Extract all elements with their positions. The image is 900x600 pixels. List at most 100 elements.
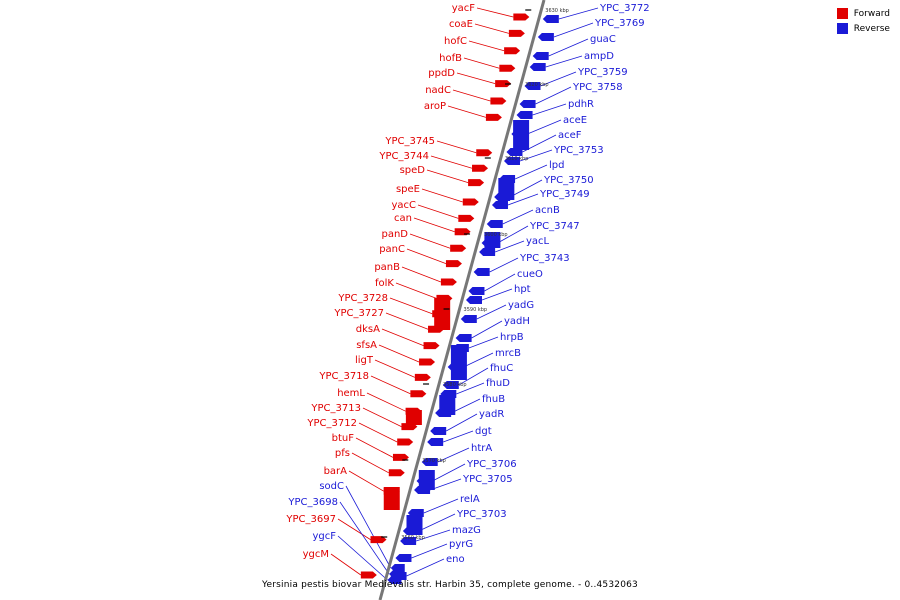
- gene-connector: [545, 55, 583, 68]
- gene-label-btuf: btuF: [332, 433, 355, 444]
- gene-label-ypc-3759: YPC_3759: [577, 67, 628, 78]
- forward-gene-glyph: [392, 453, 409, 461]
- gene-connector: [463, 57, 500, 69]
- gene-connector: [474, 23, 509, 34]
- gene-connector: [355, 437, 394, 458]
- gene-label-sfsa: sfsA: [356, 340, 377, 351]
- gene-connector: [468, 40, 505, 52]
- reverse-gene-glyph: [529, 63, 546, 71]
- gene-connector: [548, 38, 589, 57]
- gene-connector: [426, 169, 469, 183]
- gene-label-ypc-3769: YPC_3769: [594, 18, 645, 29]
- gene-connector: [514, 164, 548, 180]
- gene-connector: [366, 392, 406, 412]
- gene-connector: [381, 328, 424, 346]
- gene-label-ligt: ligT: [355, 355, 374, 366]
- gene-connector: [494, 240, 525, 253]
- gene-connector: [401, 266, 442, 283]
- gene-label-yacc: yacC: [391, 200, 416, 211]
- scale-tick-label: 3610 kbp: [505, 156, 529, 162]
- reverse-gene-glyph: [387, 576, 402, 584]
- gene-connector: [468, 336, 499, 349]
- gene-label-yadr: yadR: [479, 409, 504, 420]
- forward-gene-glyph: [450, 244, 467, 252]
- gene-label-ypc-3747: YPC_3747: [529, 221, 580, 232]
- gene-connector: [389, 297, 433, 315]
- gene-connector: [330, 553, 362, 576]
- reverse-gene-glyph: [442, 381, 459, 389]
- gene-connector: [497, 225, 529, 244]
- gene-label-ypc-3750: YPC_3750: [543, 175, 594, 186]
- gene-connector: [540, 71, 577, 87]
- gene-connector: [471, 320, 503, 339]
- gene-label-ypc-3745: YPC_3745: [384, 136, 435, 147]
- reverse-gene-glyph: [486, 220, 503, 228]
- reverse-gene-glyph: [450, 345, 467, 380]
- gene-label-folk: folK: [375, 278, 394, 289]
- gene-label-ypc-3772: YPC_3772: [599, 3, 650, 14]
- gene-label-panc: panC: [379, 244, 405, 255]
- gene-connector: [558, 7, 599, 20]
- gene-label-yadg: yadG: [508, 300, 534, 311]
- gene-connector: [385, 312, 429, 330]
- gene-label-heml: hemL: [337, 388, 365, 399]
- gene-connector: [413, 217, 455, 233]
- gene-connector: [416, 529, 451, 542]
- genome-backbone: [378, 0, 546, 600]
- gene-connector: [509, 179, 543, 198]
- reverse-gene-glyph: [395, 554, 412, 562]
- legend-forward: Forward: [836, 8, 890, 19]
- gene-connector: [489, 257, 519, 273]
- gene-connector: [411, 543, 448, 559]
- gene-connector: [348, 470, 384, 492]
- forward-gene-glyph: [419, 358, 436, 366]
- reverse-gene-glyph: [513, 120, 530, 150]
- gene-label-ypc-3718: YPC_3718: [318, 371, 369, 382]
- forward-gene-glyph: [490, 97, 507, 105]
- gene-label-acee: aceE: [563, 115, 587, 126]
- gene-label-coae: coaE: [449, 19, 473, 30]
- gene-label-ypc-3706: YPC_3706: [466, 459, 517, 470]
- gene-label-lpd: lpd: [549, 160, 564, 171]
- scale-tick-label: 3630 kbp: [545, 8, 569, 14]
- forward-gene-glyph: [485, 113, 502, 121]
- gene-connector: [337, 518, 371, 540]
- forward-gene-glyph: [360, 571, 377, 579]
- gene-label-can: can: [394, 213, 412, 224]
- gene-label-ypc-3749: YPC_3749: [539, 189, 590, 200]
- gene-connector: [406, 248, 447, 264]
- reverse-gene-glyph: [537, 33, 554, 41]
- gene-label-pyrg: pyrG: [449, 539, 473, 550]
- reverse-gene-glyph: [468, 287, 485, 295]
- gene-connector: [458, 367, 489, 386]
- reverse-gene-glyph: [479, 248, 496, 256]
- gene-label-sodc: sodC: [319, 481, 344, 492]
- gene-connector: [437, 447, 470, 463]
- gene-connector: [374, 359, 416, 378]
- gene-label-ypc-3703: YPC_3703: [456, 509, 507, 520]
- forward-gene-glyph: [370, 536, 387, 544]
- reverse-gene-glyph: [484, 232, 501, 248]
- scale-tick-label: 3590 kbp: [464, 307, 488, 313]
- gene-connector: [507, 193, 539, 206]
- scale-tick-label: 3580 kbp: [443, 382, 467, 388]
- reverse-gene-glyph: [491, 201, 508, 209]
- gene-label-spee: speE: [396, 184, 420, 195]
- legend-reverse: Reverse: [836, 23, 890, 34]
- reverse-gene-glyph: [542, 15, 559, 23]
- forward-gene-glyph: [440, 278, 457, 286]
- gene-connector: [476, 304, 507, 320]
- gene-label-yacl: yacL: [526, 236, 550, 247]
- gene-label-mazg: mazG: [452, 525, 481, 536]
- reverse-swatch: [836, 23, 848, 34]
- reverse-gene-glyph: [503, 157, 520, 165]
- gene-label-ygcm: ygcM: [303, 549, 329, 560]
- gene-connector: [429, 478, 462, 491]
- gene-connector: [370, 375, 411, 395]
- gene-connector: [446, 413, 478, 432]
- gene-connector: [519, 149, 553, 162]
- forward-gene-glyph: [513, 13, 530, 21]
- reverse-gene-glyph: [473, 268, 490, 276]
- gene-connector: [423, 498, 459, 514]
- reverse-gene-glyph: [421, 458, 438, 466]
